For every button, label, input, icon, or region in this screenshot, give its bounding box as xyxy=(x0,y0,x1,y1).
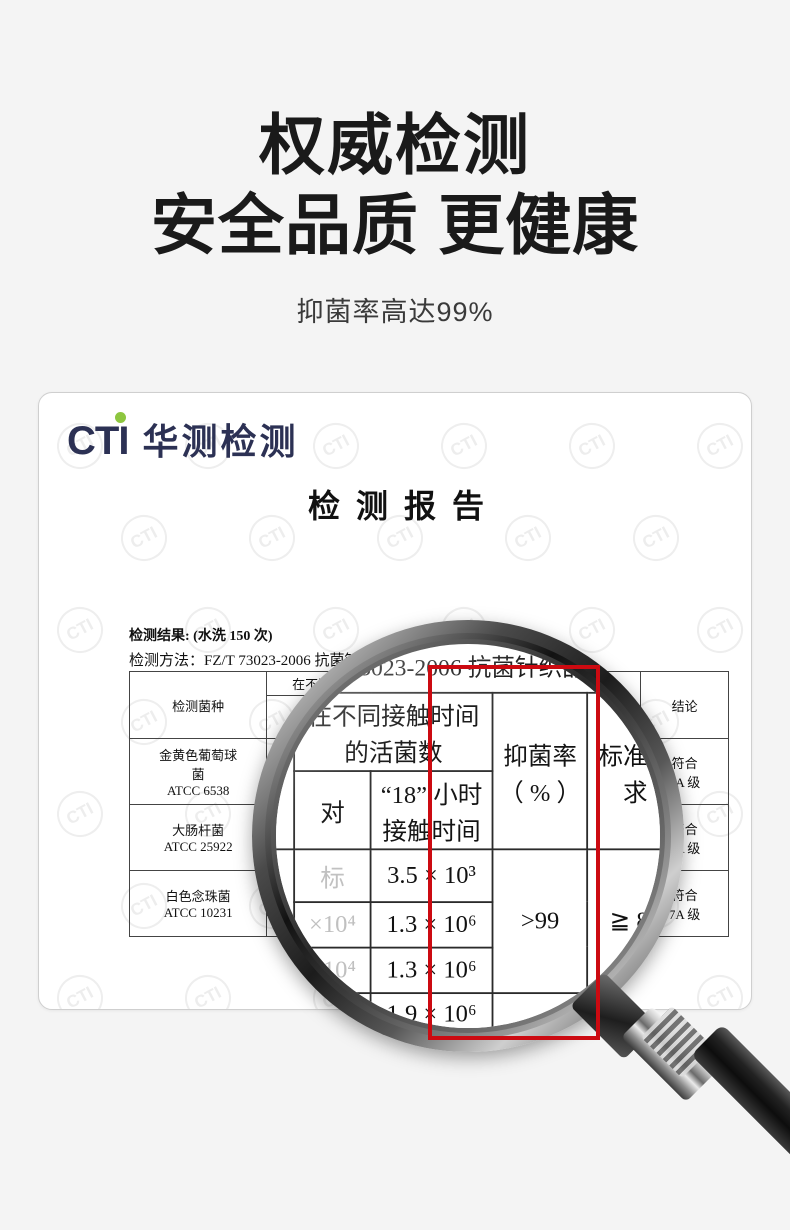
cti-watermark-icon: CTI xyxy=(432,414,496,478)
cti-logo-mark: CTI xyxy=(67,412,129,463)
magnified-method-label: 检测方法：FZ/T 73023-2006 抗菌针织品 抗菌性能测试方法：振荡法 xyxy=(276,653,660,681)
header-inhibition-rate: 抑菌率（ % ） xyxy=(491,691,589,851)
cell-viable-count: 1.3 × 10⁶ xyxy=(369,946,494,995)
cell-control: ×10⁴ xyxy=(293,900,372,949)
cell-control: 标 xyxy=(293,848,372,903)
cti-watermark-icon: CTI xyxy=(688,966,751,1009)
cell-control: 标 xyxy=(293,992,372,1028)
header-control: 对 xyxy=(293,770,372,851)
headline-subtitle: 抑菌率高达99% xyxy=(296,297,494,327)
cti-watermark-icon: CTI xyxy=(304,414,368,478)
report-title: 检测报告 xyxy=(307,488,500,524)
cell-species: 白色念珠菌 ATCC 10231 xyxy=(128,870,268,937)
headline-secondary: 安全品质 更健康 xyxy=(150,188,640,262)
header-standard: 标准要求 xyxy=(586,691,660,851)
cti-logo-dot-icon xyxy=(115,412,127,423)
cti-watermark-icon: CTI xyxy=(48,598,112,662)
result-label: 检测结果: (水洗 150 次) xyxy=(129,629,273,644)
cti-watermark-icon: CTI xyxy=(688,414,751,478)
header-contact-time: “18” 小时接触时间 xyxy=(369,770,494,851)
cti-watermark-icon: CTI xyxy=(48,966,112,1009)
cell-control: ×10⁴ xyxy=(293,946,372,995)
headline-block: 权威检测 安全品质 更健康 抑菌率高达99% xyxy=(0,0,790,328)
cell-viable-count: 1.3 × 10⁶ xyxy=(369,900,494,949)
cti-watermark-icon: CTI xyxy=(560,414,624,478)
cell-inhibition-rate: >99 xyxy=(491,848,589,995)
cell-inhibition-rate: 90 xyxy=(491,992,589,1028)
cti-logo: CTI 华测检测 xyxy=(67,412,299,463)
headline-primary: 权威检测 xyxy=(259,108,531,182)
cell-standard: ≧ 85 xyxy=(586,848,660,995)
header-species: 检测菌种 xyxy=(276,691,296,851)
magnifying-glass[interactable]: 检测结果: (水洗 150 次) 检测方法：FZ/T 73023-2006 抗菌… xyxy=(252,620,790,1230)
magnified-result-label: 检测结果: (水洗 150 次) xyxy=(276,644,660,645)
magnifier-glass: 检测结果: (水洗 150 次) 检测方法：FZ/T 73023-2006 抗菌… xyxy=(276,644,660,1028)
magnified-content: 检测结果: (水洗 150 次) 检测方法：FZ/T 73023-2006 抗菌… xyxy=(276,644,660,1028)
cti-watermark-icon: CTI xyxy=(176,966,240,1009)
cti-logo-chinese: 华测检测 xyxy=(142,421,299,462)
header-species: 检测菌种 xyxy=(128,671,268,739)
cell-viable-count: 1.9 × 10⁶ xyxy=(369,992,494,1028)
cti-logo-letters: CTI xyxy=(67,419,129,463)
cti-watermark-icon: CTI xyxy=(48,782,112,846)
header-counts-group: 在不同接触时间的活菌数 xyxy=(293,691,494,772)
cell-viable-count: 3.5 × 10³ xyxy=(369,848,494,903)
magnifier-handle-grip[interactable] xyxy=(690,1024,790,1230)
table-header-row: 检测菌种在不同接触时间的活菌数抑菌率（ % ）标准要求结论 xyxy=(276,691,660,851)
